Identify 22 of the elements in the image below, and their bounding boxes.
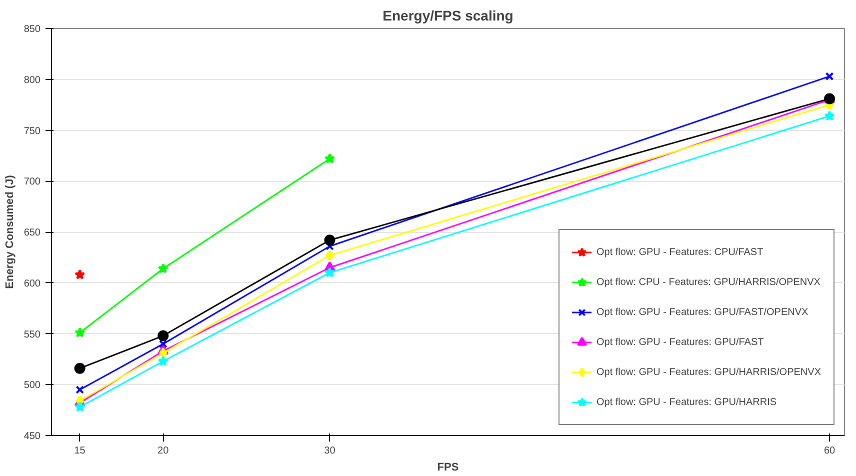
x-axis-title: FPS [437, 462, 459, 474]
x-tick-label: 30 [324, 446, 336, 456]
y-tick-label: 850 [24, 24, 41, 35]
legend-label: Opt flow: CPU - Features: GPU/HARRIS/OPENVX [596, 276, 820, 288]
y-tick-label: 800 [24, 74, 41, 86]
legend-label: Opt flow: GPU - Features: GPU/FAST [596, 336, 764, 348]
x-tick-label: 15 [74, 446, 86, 456]
x-tick-label: 20 [158, 446, 170, 456]
y-tick-label: 750 [24, 126, 41, 137]
y-tick-label: 700 [24, 176, 41, 188]
legend-label: Opt flow: GPU - Features: GPU/FAST/OPENVX [596, 306, 808, 318]
chart-title: Energy/FPS scaling [382, 8, 514, 24]
y-tick-label: 550 [24, 329, 41, 340]
legend-label: Opt flow: GPU - Features: GPU/HARRIS [596, 396, 777, 408]
y-tick-label: 500 [24, 380, 41, 392]
y-tick-label: 450 [24, 431, 41, 442]
legend-label: Opt flow: GPU - Features: GPU/HARRIS/OPENVX [596, 366, 821, 378]
y-axis-title: Energy Consumed (J) [4, 174, 16, 289]
y-tick-label: 650 [24, 228, 41, 238]
y-tick-label: 600 [24, 278, 41, 290]
legend-label: Opt flow: GPU - Features: CPU/FAST [596, 246, 764, 258]
x-tick-label: 60 [824, 446, 836, 456]
